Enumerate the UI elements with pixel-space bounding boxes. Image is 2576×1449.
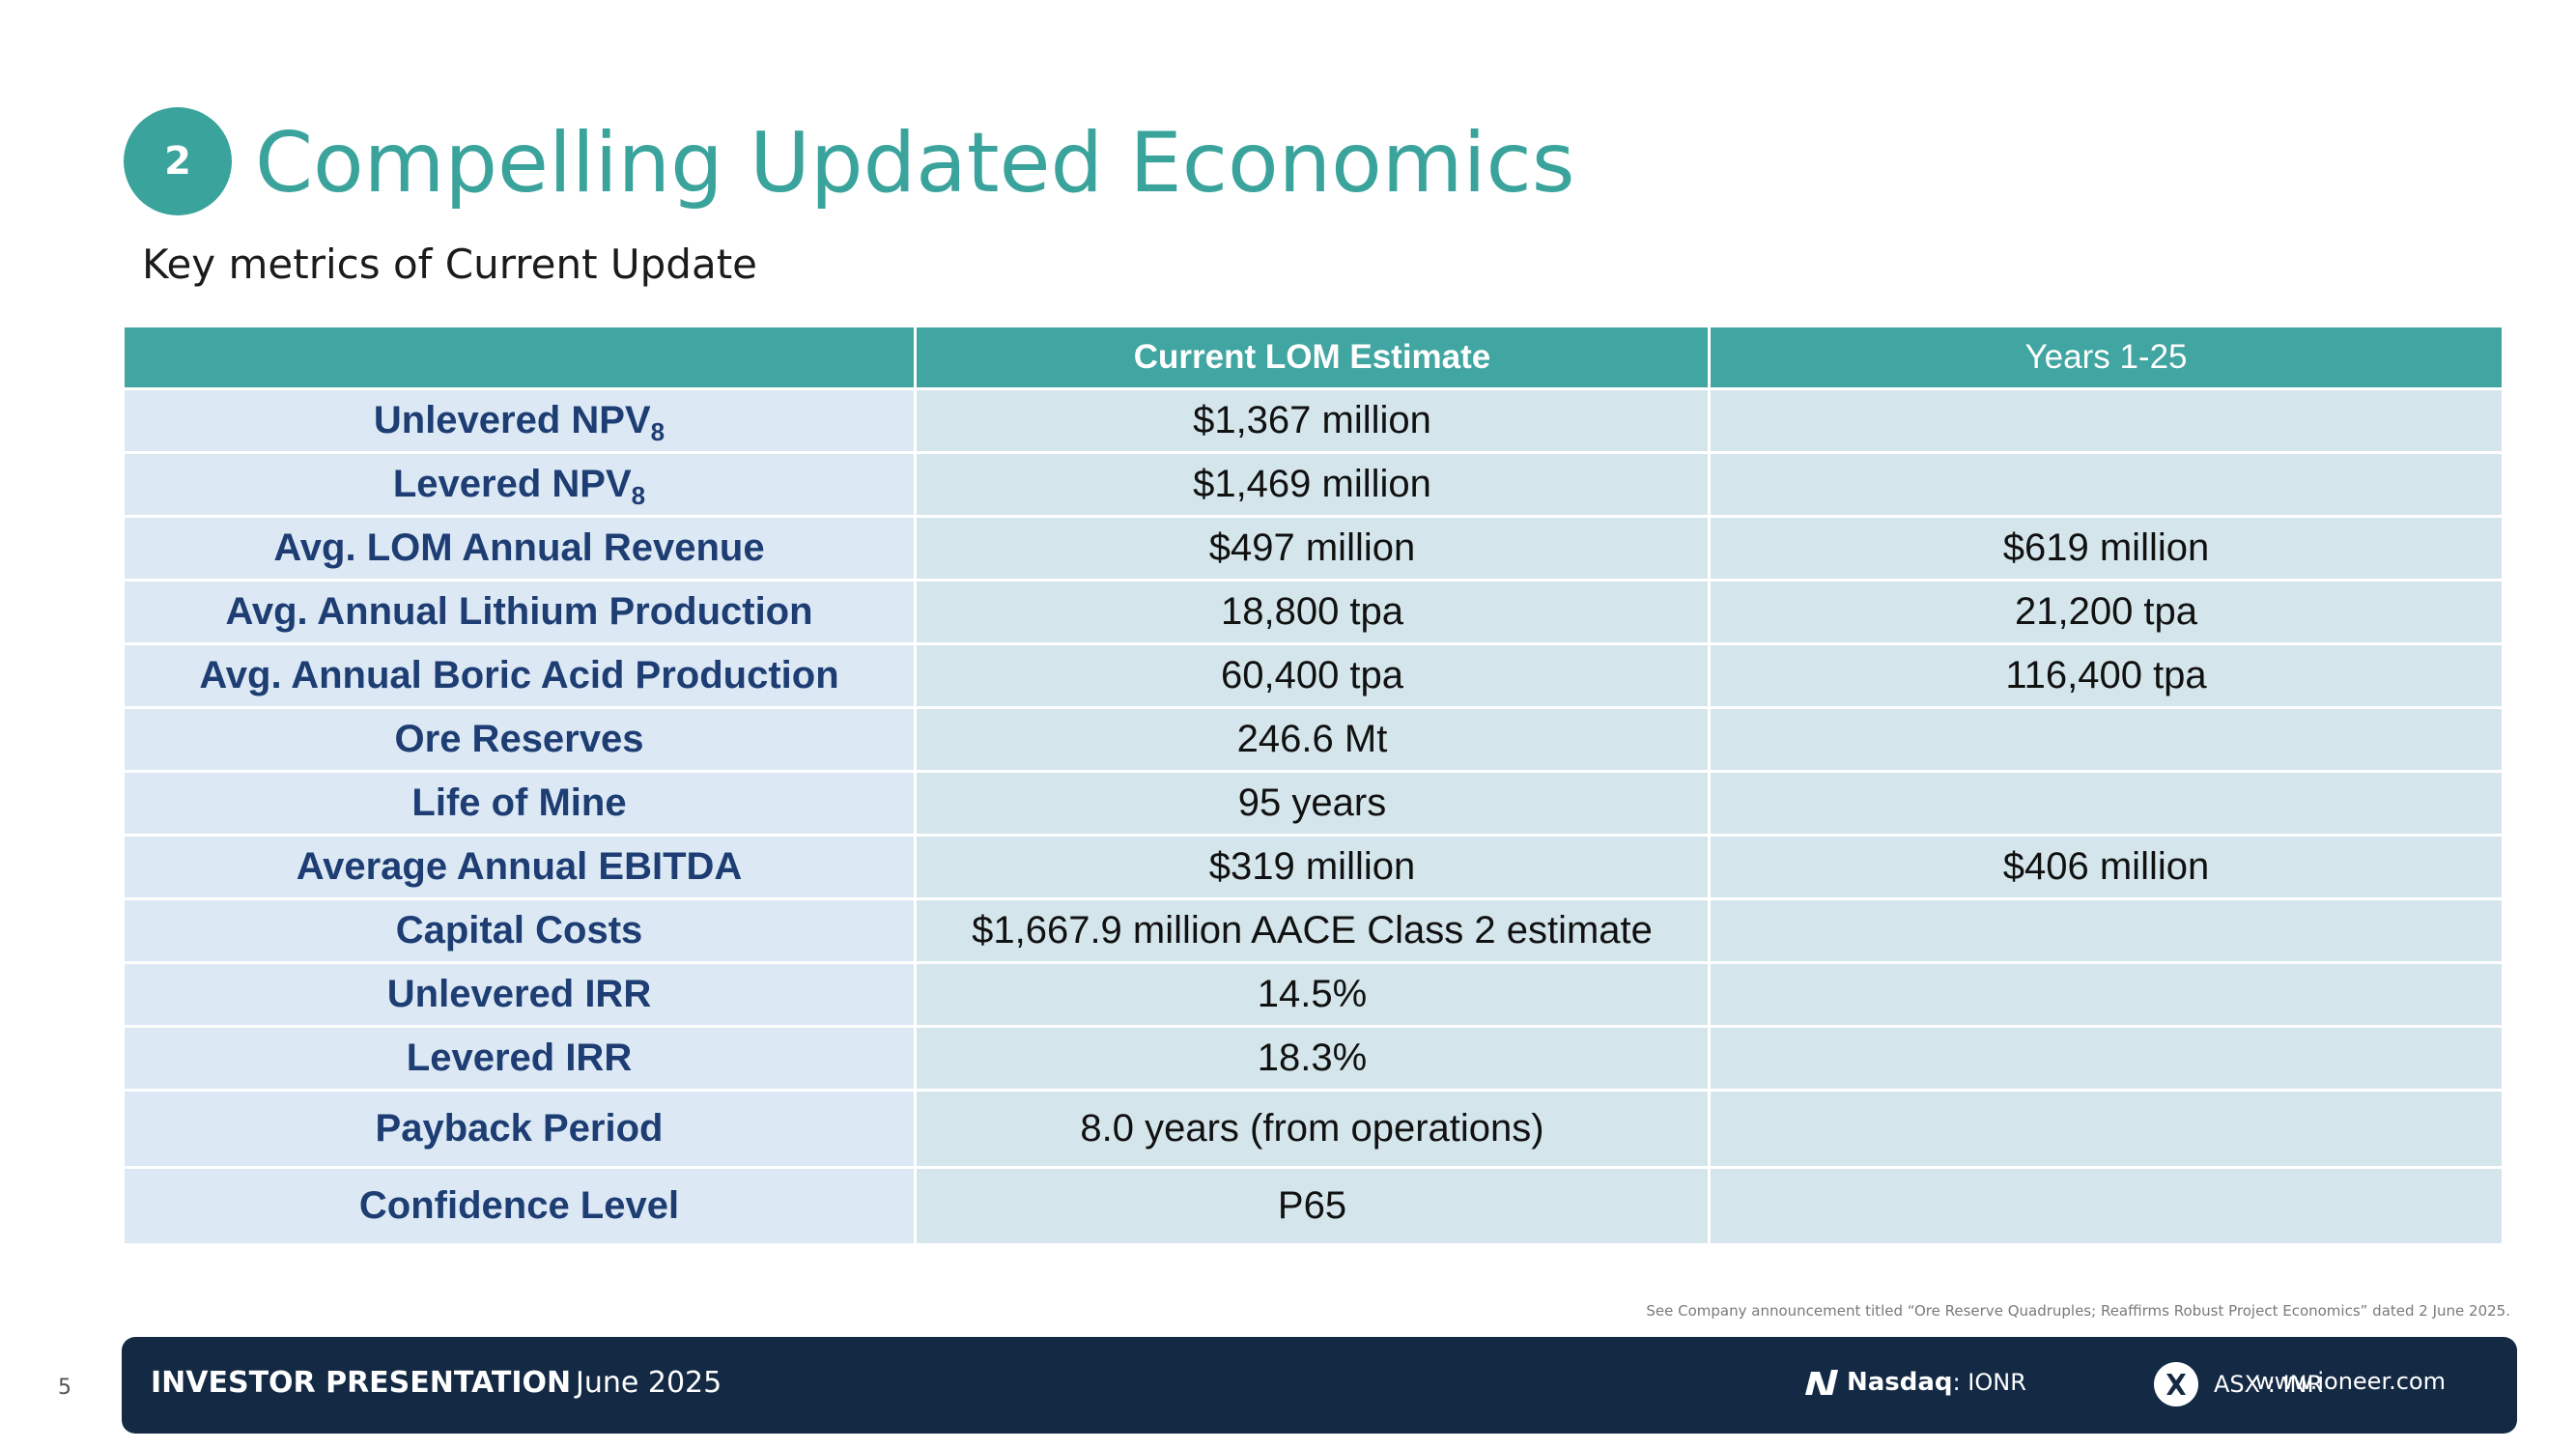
page-title: Compelling Updated Economics: [255, 115, 1575, 212]
current-lom-cell: 18,800 tpa: [914, 579, 1711, 645]
table-row: Avg. Annual Lithium Production 18,800 tp…: [122, 579, 2505, 645]
metric-subscript: 8: [631, 481, 646, 510]
header-cell-metric: [122, 325, 917, 390]
table-header-row: Current LOM Estimate Years 1-25: [122, 325, 2505, 390]
years-1-25-cell: [1708, 706, 2505, 773]
page-number: 5: [58, 1376, 71, 1400]
footer-date: June 2025: [576, 1366, 722, 1400]
source-footnote: See Company announcement titled “Ore Res…: [1646, 1302, 2510, 1320]
years-1-25-cell: [1708, 770, 2505, 837]
current-lom-cell: 8.0 years (from operations): [914, 1089, 1711, 1169]
table-row: Confidence Level P65: [122, 1166, 2505, 1246]
table-row: Avg. Annual Boric Acid Production 60,400…: [122, 642, 2505, 709]
current-lom-cell: $1,667.9 million AACE Class 2 estimate: [914, 897, 1711, 964]
metric-cell: Average Annual EBITDA: [122, 834, 917, 900]
table-row: Ore Reserves 246.6 Mt: [122, 706, 2505, 773]
years-1-25-cell: [1708, 897, 2505, 964]
table-row: Average Annual EBITDA $319 million $406 …: [122, 834, 2505, 900]
metric-cell: Unlevered IRR: [122, 961, 917, 1028]
asx-logo-icon: [2154, 1362, 2198, 1406]
metric-cell: Ore Reserves: [122, 706, 917, 773]
metric-cell: Capital Costs: [122, 897, 917, 964]
years-1-25-cell: [1708, 387, 2505, 454]
metric-cell: Levered IRR: [122, 1025, 917, 1092]
table-row: Payback Period 8.0 years (from operation…: [122, 1089, 2505, 1169]
metric-label: Levered NPV: [392, 463, 632, 505]
metric-subscript: 8: [650, 417, 665, 446]
metric-cell: Life of Mine: [122, 770, 917, 837]
table-row: Levered IRR 18.3%: [122, 1025, 2505, 1092]
current-lom-cell: 14.5%: [914, 961, 1711, 1028]
metric-cell: Avg. LOM Annual Revenue: [122, 515, 917, 582]
metric-cell: Levered NPV8: [122, 451, 917, 518]
years-1-25-cell: [1708, 961, 2505, 1028]
nasdaq-logo-icon: [1805, 1370, 1838, 1395]
table-row: Unlevered NPV8 $1,367 million: [122, 387, 2505, 454]
years-1-25-cell: [1708, 1089, 2505, 1169]
metric-cell: Avg. Annual Boric Acid Production: [122, 642, 917, 709]
website-link[interactable]: www.ioneer.com: [2255, 1368, 2446, 1395]
asx-ticker: ASX : INR: [2154, 1362, 2323, 1406]
current-lom-cell: 18.3%: [914, 1025, 1711, 1092]
current-lom-cell: 246.6 Mt: [914, 706, 1711, 773]
current-lom-cell: $1,367 million: [914, 387, 1711, 454]
table-row: Avg. LOM Annual Revenue $497 million $61…: [122, 515, 2505, 582]
table-row: Capital Costs $1,667.9 million AACE Clas…: [122, 897, 2505, 964]
current-lom-cell: P65: [914, 1166, 1711, 1246]
current-lom-cell: $1,469 million: [914, 451, 1711, 518]
table-row: Life of Mine 95 years: [122, 770, 2505, 837]
years-1-25-cell: $619 million: [1708, 515, 2505, 582]
years-1-25-cell: [1708, 1025, 2505, 1092]
metric-cell: Unlevered NPV8: [122, 387, 917, 454]
nasdaq-ticker-text: : IONR: [1952, 1369, 2026, 1396]
metric-cell: Avg. Annual Lithium Production: [122, 579, 917, 645]
years-1-25-cell: $406 million: [1708, 834, 2505, 900]
current-lom-cell: 60,400 tpa: [914, 642, 1711, 709]
current-lom-cell: $319 million: [914, 834, 1711, 900]
header-cell-years-1-25: Years 1-25: [1708, 325, 2505, 390]
metric-label: Unlevered NPV: [373, 399, 651, 441]
current-lom-cell: 95 years: [914, 770, 1711, 837]
metric-cell: Payback Period: [122, 1089, 917, 1169]
nasdaq-ticker: Nasdaq : IONR: [1802, 1366, 2026, 1399]
section-number-badge: 2: [124, 107, 232, 215]
table-row: Levered NPV8 $1,469 million: [122, 451, 2505, 518]
years-1-25-cell: [1708, 1166, 2505, 1246]
current-lom-cell: $497 million: [914, 515, 1711, 582]
nasdaq-label: Nasdaq: [1847, 1368, 1953, 1397]
asx-ticker-text: ASX : INR: [2214, 1371, 2324, 1398]
page-subtitle: Key metrics of Current Update: [142, 241, 758, 288]
footer-bar: INVESTOR PRESENTATION June 2025 Nasdaq :…: [122, 1337, 2517, 1434]
years-1-25-cell: 21,200 tpa: [1708, 579, 2505, 645]
header-cell-current-lom-estimate: Current LOM Estimate: [914, 325, 1711, 390]
metric-cell: Confidence Level: [122, 1166, 917, 1246]
table-row: Unlevered IRR 14.5%: [122, 961, 2505, 1028]
years-1-25-cell: 116,400 tpa: [1708, 642, 2505, 709]
footer-title: INVESTOR PRESENTATION: [151, 1366, 572, 1400]
key-metrics-table: Current LOM Estimate Years 1-25 Unlevere…: [122, 325, 2505, 1246]
years-1-25-cell: [1708, 451, 2505, 518]
